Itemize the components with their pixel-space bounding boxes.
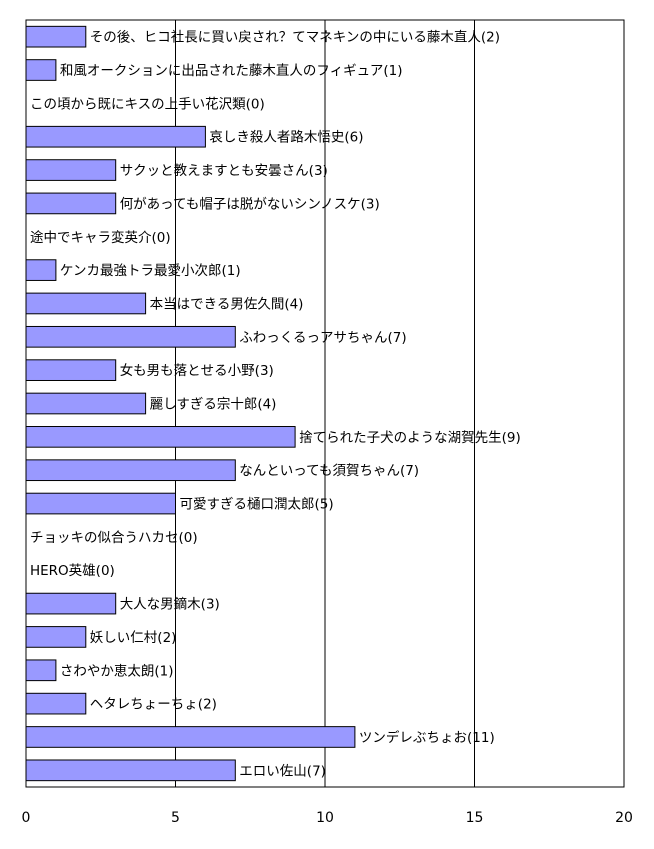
bar bbox=[25, 259, 57, 281]
bar-data-label: 和風オークションに出品された藤木直人のフィギュア(1) bbox=[60, 63, 403, 79]
bar-data-label: サクッと教えますとも安曇さん(3) bbox=[120, 163, 328, 179]
bar-data-label: その後、ヒコ社長に買い戻され？てマネキンの中にいる藤木直人(2) bbox=[90, 30, 500, 46]
bar bbox=[25, 125, 206, 148]
x-tick-label: 10 bbox=[316, 810, 334, 826]
bar bbox=[25, 759, 236, 782]
bar-data-label: 途中でキャラ変英介(0) bbox=[30, 229, 171, 246]
bar bbox=[25, 659, 57, 682]
bar bbox=[25, 426, 296, 448]
bar bbox=[25, 59, 57, 81]
gridlines bbox=[175, 20, 475, 787]
bar bbox=[25, 459, 236, 482]
bar-data-label: ヘタレちょーちょ(2) bbox=[90, 697, 217, 713]
bar bbox=[25, 726, 356, 748]
bar bbox=[25, 626, 87, 648]
x-tick-label: 5 bbox=[171, 810, 180, 826]
bar bbox=[25, 159, 117, 181]
bar bbox=[25, 25, 87, 48]
bar-data-label: 捨てられた子犬のような湖賀先生(9) bbox=[299, 429, 521, 446]
bar bbox=[25, 359, 117, 381]
bar-data-label: ツンデレぶちょお(11) bbox=[359, 729, 495, 746]
bar bbox=[25, 692, 87, 715]
bar-data-label: 妖しい仁村(2) bbox=[90, 630, 177, 646]
bar-data-label: 麗しすぎる宗十郎(4) bbox=[150, 397, 277, 413]
bar-data-label: 哀しき殺人者路木悟史(6) bbox=[209, 130, 363, 146]
bar bbox=[25, 325, 236, 348]
bar-data-label: さわやか恵太朗(1) bbox=[60, 663, 174, 679]
bar-data-label: この頃から既にキスの上手い花沢類(0) bbox=[30, 96, 265, 112]
x-tick-label: 15 bbox=[466, 810, 484, 826]
x-tick-label: 0 bbox=[22, 810, 31, 826]
bar bbox=[25, 192, 117, 215]
x-axis: 0 5 10 15 20 bbox=[22, 810, 633, 826]
bar-data-label: ふわっくるっアサちゃん(7) bbox=[239, 330, 406, 346]
bar bbox=[25, 292, 147, 315]
bar-labels: その後、ヒコ社長に買い戻され？てマネキンの中にいる藤木直人(2) 和風オークション… bbox=[30, 30, 521, 780]
bar-data-label: 大人な男鏑木(3) bbox=[120, 596, 220, 613]
bars bbox=[25, 25, 356, 782]
bar bbox=[25, 392, 147, 415]
bar-data-label: 本当はできる男佐久間(4) bbox=[150, 296, 304, 312]
bar-data-label: 女も男も落とせる小野(3) bbox=[120, 362, 274, 379]
bar-data-label: なんといっても須賀ちゃん(7) bbox=[239, 463, 419, 479]
bar-data-label: ケンカ最強トラ最愛小次郎(1) bbox=[60, 263, 241, 279]
bar bbox=[25, 492, 176, 515]
bar-data-label: チョッキの似合うハカセ(0) bbox=[30, 530, 198, 546]
bar-data-label: HERO英雄(0) bbox=[30, 562, 115, 579]
bar-data-label: 可愛すぎる樋口潤太郎(5) bbox=[180, 497, 334, 513]
bar-data-label: エロい佐山(7) bbox=[239, 763, 326, 779]
bar bbox=[25, 592, 117, 615]
bar-data-label: 何があっても帽子は脱がないシンノスケ(3) bbox=[120, 196, 380, 212]
x-tick-label: 20 bbox=[615, 810, 633, 826]
